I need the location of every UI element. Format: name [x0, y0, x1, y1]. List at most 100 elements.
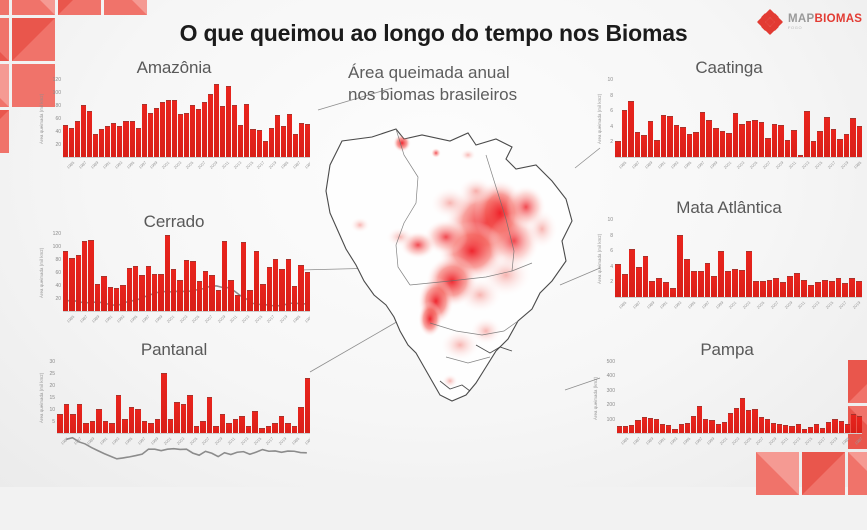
- decorative-triangle: [848, 452, 867, 495]
- bar: [109, 423, 115, 434]
- bar: [76, 404, 83, 434]
- bar: [148, 423, 154, 434]
- bar: [826, 422, 832, 434]
- bar: [69, 128, 75, 158]
- bar: [241, 242, 247, 312]
- bar: [87, 110, 93, 158]
- bar: [752, 409, 758, 434]
- bar: [126, 268, 132, 312]
- bar: [621, 110, 628, 158]
- bar: [634, 132, 641, 158]
- bar: [111, 122, 117, 158]
- bar: [843, 133, 850, 158]
- y-axis-ticks-amazonia: 20 40 60 80 100 120: [45, 77, 63, 158]
- decorative-square: [802, 452, 845, 495]
- bar: [801, 279, 807, 298]
- bar: [615, 141, 621, 158]
- chart-cerrado: Área queimada (mil km2) 20 40 60 80 100 120 198…: [38, 231, 311, 312]
- y-tick: 10: [607, 217, 613, 223]
- x-axis-ticks-cerrado: 1985 1987 1989 1991 1993 1995 1997 1999 2001 2003…: [63, 312, 310, 334]
- bar: [709, 420, 715, 434]
- bar: [706, 120, 712, 158]
- y-tick: 4: [610, 123, 613, 130]
- bars-pantanal: [57, 362, 311, 434]
- bar: [672, 429, 678, 434]
- bar: [304, 272, 311, 312]
- bar: [286, 114, 292, 158]
- bar: [684, 422, 690, 434]
- decorative-square: [0, 18, 9, 61]
- bar: [187, 394, 193, 434]
- y-axis-ticks-cerrado: 20 40 60 80 100 120: [45, 231, 63, 312]
- bar: [132, 265, 139, 312]
- bar: [200, 421, 206, 434]
- map-caption-line2: nos biomas brasileiros: [348, 85, 518, 105]
- bar: [206, 397, 213, 434]
- y-axis-label-caatinga: Área queimada (mil km2): [597, 93, 602, 145]
- map-caption: Área queimada anual nos biomas brasileir…: [348, 62, 578, 107]
- bar: [783, 425, 789, 434]
- bars-amazonia: [63, 80, 310, 158]
- bar: [180, 404, 187, 434]
- bar: [266, 266, 272, 312]
- y-tick: 2: [610, 139, 613, 146]
- bar: [857, 415, 863, 434]
- bar: [670, 287, 677, 298]
- bar: [719, 131, 726, 158]
- y-tick: 8: [610, 232, 613, 239]
- y-tick: 20: [55, 296, 61, 302]
- bar: [147, 112, 153, 158]
- y-tick: 120: [52, 77, 61, 83]
- plot-area-caatinga: 1985 1987 1989 1991 1993 1995 1997 1999 2001 2003…: [615, 80, 863, 170]
- chart-amazonia: Área queimada (mil km2) 20 40 60 80 100 120 198…: [38, 77, 310, 158]
- decorative-triangle: [802, 452, 845, 495]
- bar: [123, 121, 129, 158]
- bar: [220, 106, 226, 158]
- bar: [745, 121, 752, 158]
- bar: [739, 270, 745, 298]
- bar: [252, 411, 258, 434]
- chart-mata-atlantica: Área queimada (mil km2) 2 4 6 8 10 1985 1987 198…: [596, 217, 863, 310]
- bar: [704, 262, 711, 298]
- y-tick: 10: [607, 77, 613, 83]
- bar: [740, 398, 746, 434]
- bar: [196, 108, 202, 158]
- slide-root: MAPBIOMAS FOGO O que queimou ao longo do…: [0, 0, 867, 495]
- bar: [177, 279, 183, 312]
- bar: [202, 271, 209, 312]
- bar: [152, 273, 158, 312]
- chart-panel-mata-atlantica: Mata Atlântica Área queimada (mil km2) 2 4…: [596, 198, 863, 310]
- mapbiomas-logo[interactable]: MAPBIOMAS FOGO: [757, 8, 862, 36]
- bar: [673, 125, 680, 158]
- bar: [128, 406, 135, 434]
- bar: [677, 234, 683, 298]
- decorative-square: [848, 360, 867, 403]
- bar: [617, 425, 623, 434]
- bar: [690, 416, 697, 434]
- bar: [824, 117, 830, 158]
- y-axis-ticks-pampa: 100 200 300 400 500: [599, 359, 617, 434]
- bar: [145, 265, 152, 312]
- x-axis-line: [63, 157, 310, 158]
- y-tick: 2: [610, 279, 613, 286]
- bar: [784, 139, 791, 158]
- bar: [814, 424, 820, 434]
- bar: [228, 279, 234, 312]
- bar: [265, 425, 272, 434]
- y-tick: 8: [610, 92, 613, 99]
- x-axis-ticks-amazonia: 1985 1987 1989 1991 1993 1995 1997 1999 2001 2003…: [63, 158, 310, 180]
- bar: [787, 275, 794, 298]
- bar: [159, 101, 165, 158]
- bar: [686, 133, 693, 158]
- plot-area-mata-atlantica: 1985 1987 1989 1991 1993 1995 1997 1999 2001 2003…: [615, 220, 863, 310]
- bar: [214, 84, 220, 158]
- bar: [828, 280, 835, 298]
- bar: [122, 418, 128, 434]
- bar: [817, 131, 823, 158]
- bar: [298, 406, 304, 434]
- decorative-triangle: [0, 64, 9, 107]
- bars-pampa: [617, 362, 863, 434]
- bar: [678, 424, 684, 434]
- bar: [770, 422, 777, 434]
- bar: [842, 282, 849, 298]
